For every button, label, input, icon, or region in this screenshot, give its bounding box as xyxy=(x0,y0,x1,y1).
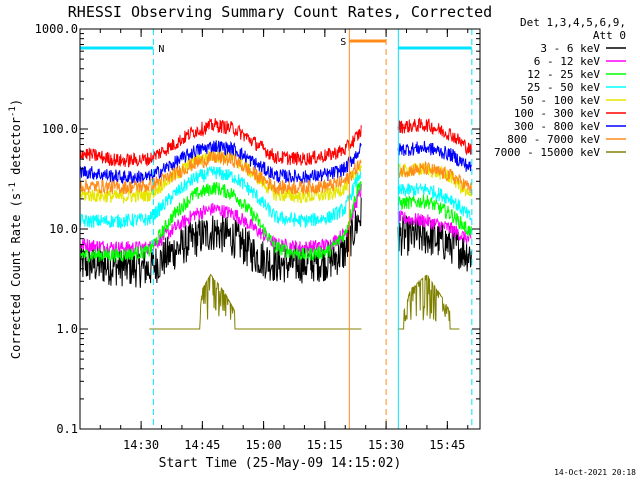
mode-bar-label: S xyxy=(340,37,346,48)
x-tick-label: 15:15 xyxy=(307,438,343,452)
y-axis-label-sup2: -1 xyxy=(8,106,18,117)
legend-label: 800 - 7000 keV xyxy=(507,133,600,146)
series-line-3 xyxy=(80,165,472,230)
series-line-7 xyxy=(80,151,472,195)
legend-label: 100 - 300 keV xyxy=(514,107,600,120)
y-tick-label: 1000.0 xyxy=(35,22,78,36)
series-line-6 xyxy=(80,140,472,185)
overlay-layer: NS xyxy=(80,29,473,429)
y-axis-label-mid: detector xyxy=(9,117,23,182)
y-tick-label: 10.0 xyxy=(49,222,78,236)
series-line-1 xyxy=(80,183,472,256)
y-axis-label-sup1: -1 xyxy=(8,182,18,193)
y-tick-label: 0.1 xyxy=(56,422,78,436)
series-layer xyxy=(80,117,472,330)
x-tick-label: 14:30 xyxy=(123,438,159,452)
series-line-5 xyxy=(80,117,472,168)
x-tick-label: 14:45 xyxy=(184,438,220,452)
mode-bar-label: N xyxy=(158,44,164,55)
legend-title-line-1: Det 1,3,4,5,6,9, xyxy=(520,16,626,29)
y-axis-label-main: Corrected Count Rate (s xyxy=(9,193,23,359)
x-tick-label: 15:30 xyxy=(368,438,404,452)
legend-label: 25 - 50 keV xyxy=(527,81,600,94)
chart-title: RHESSI Observing Summary Count Rates, Co… xyxy=(68,3,492,21)
axes-layer: 0.1 1.0 10.0 100.0 1000.0 14:30 14:45 15:00 15:1… xyxy=(35,22,480,452)
legend-label: 3 - 6 keV xyxy=(540,42,600,55)
y-axis-label: Corrected Count Rate (s-1 detector-1) xyxy=(8,99,23,359)
x-axis-label: Start Time (25-May-09 14:15:02) xyxy=(159,456,402,471)
legend-label: 50 - 100 keV xyxy=(521,94,601,107)
y-tick-label: 1.0 xyxy=(56,322,78,336)
legend-label: 6 - 12 keV xyxy=(534,55,601,68)
series-line-2 xyxy=(80,181,472,263)
x-tick-label: 15:45 xyxy=(429,438,465,452)
legend-title-line-2: Att 0 xyxy=(593,29,626,42)
x-tick-label: 15:00 xyxy=(246,438,282,452)
timestamp: 14-Oct-2021 20:18 xyxy=(554,468,636,477)
y-tick-label: 100.0 xyxy=(42,122,78,136)
legend-label: 12 - 25 keV xyxy=(527,68,600,81)
y-axis-label-end: ) xyxy=(9,99,23,106)
legend-label: 300 - 800 keV xyxy=(514,120,600,133)
legend-label: 7000 - 15000 keV xyxy=(494,146,600,159)
series-line-8 xyxy=(149,273,460,330)
